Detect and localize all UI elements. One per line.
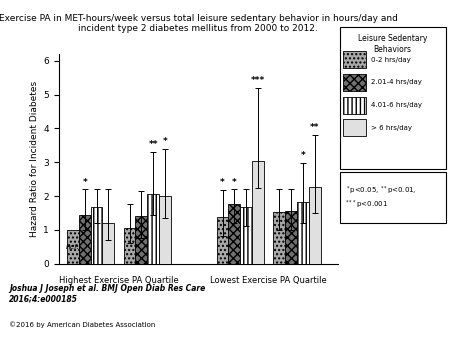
FancyBboxPatch shape (340, 27, 446, 169)
Text: 2.01-4 hrs/day: 2.01-4 hrs/day (372, 79, 423, 86)
Bar (159, 196, 171, 264)
Y-axis label: Hazard Ratio for Incident Diabetes: Hazard Ratio for Incident Diabetes (30, 81, 39, 237)
Text: BMJ Open
Diabetes
Research
& Care: BMJ Open Diabetes Research & Care (367, 284, 420, 328)
Text: *: * (301, 151, 305, 160)
FancyBboxPatch shape (343, 97, 366, 114)
FancyBboxPatch shape (343, 74, 366, 91)
Bar (285, 211, 297, 264)
FancyBboxPatch shape (343, 119, 366, 136)
Text: ***: *** (251, 76, 265, 85)
Text: Leisure Sedentary
Behaviors: Leisure Sedentary Behaviors (358, 34, 427, 53)
Bar (273, 212, 285, 264)
Text: Lowest Exercise PA Quartile: Lowest Exercise PA Quartile (210, 276, 327, 285)
Text: **: ** (148, 140, 158, 149)
Bar (103, 223, 114, 264)
Text: *: * (82, 177, 87, 187)
Bar (135, 216, 147, 264)
Bar (240, 207, 252, 264)
Text: > 6 hrs/day: > 6 hrs/day (372, 125, 413, 131)
Text: Ref.: Ref. (66, 244, 80, 250)
Bar (147, 194, 159, 264)
Text: ©2016 by American Diabetes Association: ©2016 by American Diabetes Association (9, 321, 155, 328)
Bar (252, 161, 264, 264)
FancyBboxPatch shape (340, 172, 446, 223)
Bar (216, 217, 229, 264)
Text: *: * (162, 137, 167, 146)
Bar (309, 187, 320, 264)
FancyBboxPatch shape (343, 51, 366, 68)
Bar (297, 202, 309, 264)
Text: Exercise PA in MET-hours/week versus total leisure sedentary behavior in hours/d: Exercise PA in MET-hours/week versus tot… (0, 14, 397, 33)
Bar (90, 207, 103, 264)
Text: Highest Exercise PA Quartile: Highest Exercise PA Quartile (59, 276, 179, 285)
Text: 4.01-6 hrs/day: 4.01-6 hrs/day (372, 102, 423, 108)
Text: *: * (232, 177, 237, 187)
Bar (79, 215, 90, 264)
Bar (67, 230, 79, 264)
Text: Joshua J Joseph et al. BMJ Open Diab Res Care
2016;4:e000185: Joshua J Joseph et al. BMJ Open Diab Res… (9, 284, 205, 303)
Text: **: ** (310, 123, 319, 132)
Bar (229, 204, 240, 264)
Text: *: * (220, 178, 225, 187)
Text: 0-2 hrs/day: 0-2 hrs/day (372, 57, 411, 63)
Bar (124, 228, 135, 264)
Text: $^*$p<0.05, $^{**}$p<0.01,
$^{***}$p<0.001: $^*$p<0.05, $^{**}$p<0.01, $^{***}$p<0.0… (345, 185, 417, 211)
